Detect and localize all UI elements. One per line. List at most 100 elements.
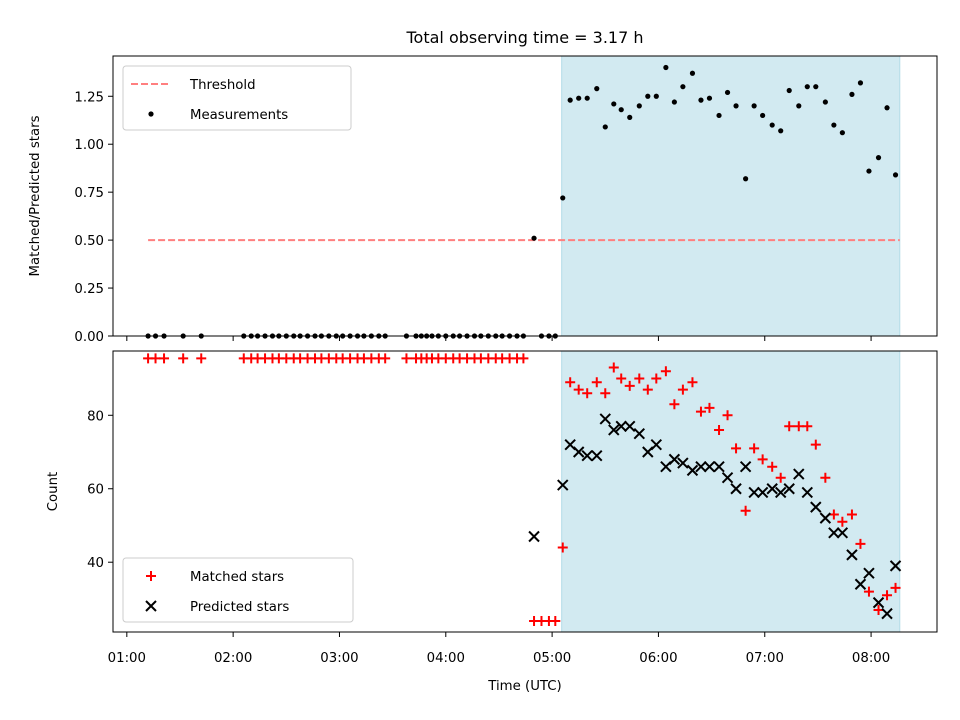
x-axis-label: Time (UTC) (487, 679, 562, 694)
chart-title: Total observing time = 3.17 h (405, 28, 643, 47)
x-tick-label: 01:00 (108, 651, 146, 666)
bottom-data-point (767, 461, 778, 472)
bottom-data-point (721, 472, 734, 484)
top-data-point (567, 97, 573, 103)
bottom-data-point (863, 567, 875, 579)
top-data-point (875, 155, 882, 161)
top-data-point (716, 112, 722, 119)
bottom-data-point (633, 427, 646, 440)
bottom-legend-label: Matched stars (190, 570, 284, 585)
bottom-data-point (793, 421, 804, 432)
top-data-point (751, 103, 757, 109)
bottom-data-point (802, 421, 813, 432)
bottom-data-point (581, 449, 593, 462)
top-axes-frame (112, 55, 938, 337)
bottom-data-point (872, 596, 885, 609)
bottom-legend-marker (145, 600, 157, 612)
bottom-data-point (730, 483, 742, 495)
top-data-point (560, 195, 566, 201)
bottom-data-point (624, 420, 636, 433)
bottom-data-point (687, 377, 698, 388)
bottom-data-point (704, 402, 715, 413)
bottom-data-point (810, 439, 821, 450)
bottom-data-point (749, 443, 760, 454)
bottom-data-point (600, 388, 611, 399)
bottom-data-point (793, 468, 805, 480)
top-data-point (786, 87, 792, 94)
bottom-data-point (810, 501, 822, 513)
bottom-data-point (820, 472, 831, 483)
bottom-legend-marker (146, 571, 156, 581)
bottom-data-point (518, 353, 529, 364)
bottom-data-point (801, 486, 813, 499)
top-panel: 0.00 0.25 0.50 0.75 1.00 1.25 Matched/Predicte… (28, 55, 938, 345)
top-shaded-interval (561, 55, 901, 337)
bottom-data-point (557, 542, 568, 553)
bottom-data-point (881, 607, 893, 620)
top-y-tick-label: 0.00 (74, 330, 104, 345)
top-data-point (618, 107, 624, 113)
bottom-data-point (854, 578, 867, 590)
top-data-point (584, 95, 590, 101)
bottom-axes-frame (112, 350, 938, 633)
bottom-data-point (882, 590, 893, 601)
bottom-data-point (828, 509, 839, 520)
bottom-data-point (550, 615, 561, 626)
bottom-y-axis-label: Count (46, 472, 61, 512)
bottom-data-point (731, 443, 742, 454)
bottom-data-point (528, 530, 540, 543)
top-data-point (611, 101, 617, 107)
bottom-data-point (686, 464, 699, 477)
bottom-data-point (873, 604, 884, 615)
bottom-data-point (668, 453, 681, 466)
top-data-point (892, 172, 899, 178)
bottom-data-point (677, 457, 689, 469)
top-data-point (769, 122, 775, 128)
bottom-data-point (615, 420, 627, 433)
bottom-data-point (757, 454, 768, 465)
top-data-point (698, 97, 704, 103)
top-legend-marker (148, 111, 154, 117)
bottom-data-point (159, 353, 170, 364)
top-legend-label: Threshold (189, 78, 256, 93)
bottom-data-point (401, 353, 412, 364)
bottom-y-tick-label: 60 (87, 483, 104, 498)
bottom-data-point (565, 377, 576, 388)
top-data-point (531, 235, 537, 241)
bottom-legend-label: Predicted stars (190, 600, 289, 615)
bottom-data-point (703, 460, 716, 473)
bottom-data-point (196, 353, 207, 364)
bottom-data-point (846, 549, 858, 561)
x-tick-label: 06:00 (639, 651, 677, 666)
bottom-data-point (669, 399, 680, 410)
top-data-point (680, 84, 686, 90)
bottom-data-point (783, 483, 795, 495)
bottom-data-point (863, 586, 874, 597)
top-legend: Threshold Measurements (122, 65, 352, 131)
bottom-data-point (889, 560, 902, 572)
top-data-point (778, 128, 784, 134)
bottom-data-point (890, 582, 901, 593)
top-data-point (849, 91, 855, 97)
bottom-data-point (616, 373, 627, 384)
top-data-point (743, 176, 749, 182)
top-data-point (594, 86, 600, 92)
top-data-point (671, 99, 677, 105)
top-y-axis-label: Matched/Predicted stars (28, 115, 43, 276)
top-data-point (636, 103, 642, 109)
top-data-point (822, 99, 828, 105)
bottom-data-point (651, 373, 662, 384)
bottom-data-point (748, 486, 760, 499)
bottom-data-point (695, 406, 706, 417)
top-data-point (733, 103, 739, 109)
bottom-data-point (766, 483, 778, 495)
top-data-point (857, 80, 864, 86)
bottom-data-point (695, 460, 707, 473)
top-data-point (663, 64, 669, 71)
bottom-panel: 01:00 02:00 03:00 04:00 05:00 06:00 07:00 08:00… (46, 350, 938, 666)
bottom-data-point (599, 413, 611, 425)
bottom-data-point (740, 505, 751, 516)
top-data-point (689, 70, 696, 76)
top-data-point (576, 95, 582, 101)
bottom-series-matched-stars (143, 353, 901, 626)
